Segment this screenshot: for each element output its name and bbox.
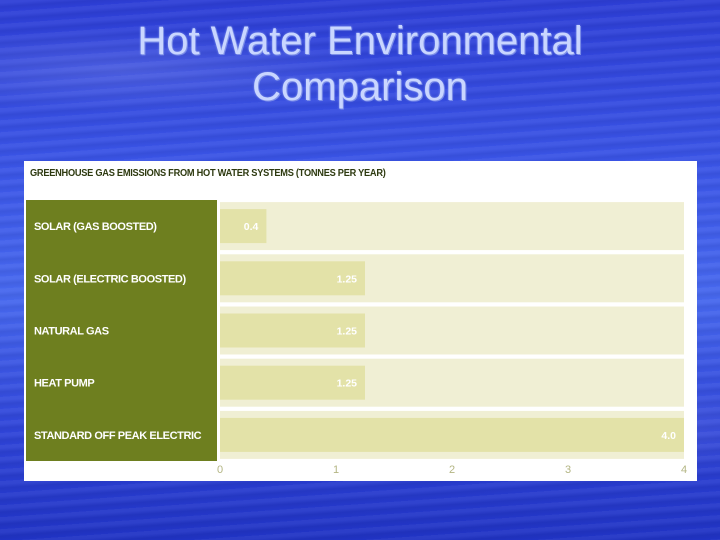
x-tick-label: 1 bbox=[333, 464, 339, 476]
x-tick-label: 4 bbox=[681, 464, 687, 476]
data-label: 1.25 bbox=[337, 378, 358, 390]
bar bbox=[220, 365, 365, 400]
data-label: 1.25 bbox=[337, 273, 358, 285]
bar-track bbox=[220, 202, 684, 251]
bar bbox=[220, 417, 684, 452]
category-label: HEAT PUMP bbox=[34, 378, 94, 390]
bar bbox=[220, 261, 365, 296]
category-label: SOLAR (GAS BOOSTED) bbox=[34, 221, 157, 233]
category-label-panel bbox=[26, 200, 217, 461]
bar-chart: SOLAR (GAS BOOSTED) 0.4 SOLAR (ELECTRIC BO… bbox=[26, 200, 687, 476]
slide-title: Hot Water Environmental Comparison bbox=[0, 18, 720, 110]
chart-panel: GREENHOUSE GAS EMISSIONS FROM HOT WATER … bbox=[24, 161, 697, 481]
category-label: STANDARD OFF PEAK ELECTRIC bbox=[34, 430, 202, 442]
x-tick-label: 0 bbox=[217, 464, 223, 476]
x-tick-label: 2 bbox=[449, 464, 455, 476]
slide-title-line1: Hot Water Environmental bbox=[137, 19, 583, 63]
bar bbox=[220, 313, 365, 348]
category-label: SOLAR (ELECTRIC BOOSTED) bbox=[34, 273, 186, 285]
data-label: 0.4 bbox=[244, 221, 259, 233]
chart-title: GREENHOUSE GAS EMISSIONS FROM HOT WATER … bbox=[30, 167, 386, 179]
data-label: 4.0 bbox=[661, 430, 676, 442]
x-tick-label: 3 bbox=[565, 464, 571, 476]
data-label: 1.25 bbox=[337, 326, 358, 338]
slide-title-line2: Comparison bbox=[252, 65, 468, 109]
category-label: NATURAL GAS bbox=[34, 326, 109, 338]
bar bbox=[220, 209, 267, 244]
